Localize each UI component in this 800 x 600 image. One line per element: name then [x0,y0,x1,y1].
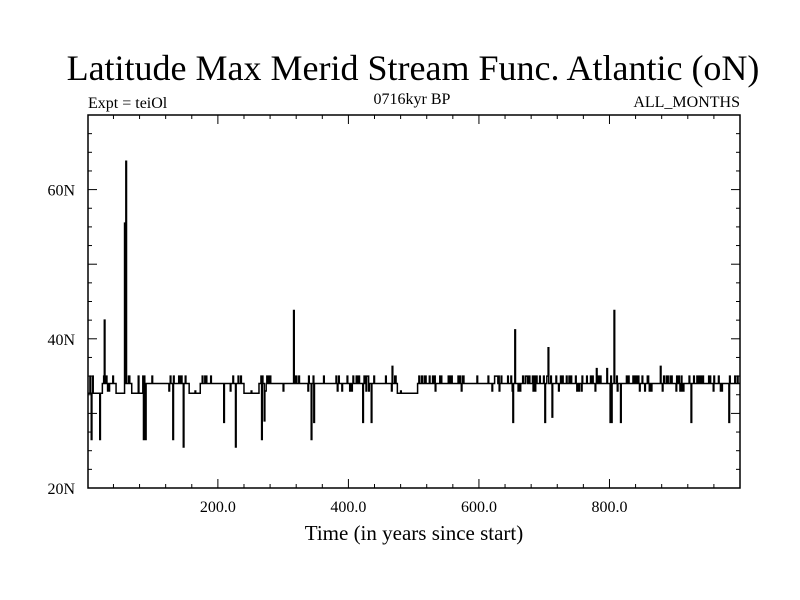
x-tick-label: 600.0 [461,499,497,516]
series-line [88,160,740,448]
x-tick-label: 200.0 [200,499,236,516]
months-label: ALL_MONTHS [633,94,740,111]
x-tick-label: 800.0 [591,499,627,516]
chart-title: Latitude Max Merid Stream Func. Atlantic… [67,48,760,88]
plot-frame [87,114,741,489]
x-axis-label: Time (in years since start) [305,521,524,545]
axis-ticks [88,114,740,489]
x-tick-label: 400.0 [330,499,366,516]
axis-tick-labels: 20N 40N 60N 200.0 400.0 600.0 800.0 [47,183,627,516]
y-tick-label: 20N [47,481,75,498]
period-label: 0716kyr BP [374,91,451,108]
experiment-label: Expt = teiOl [88,95,168,112]
y-tick-label: 40N [47,332,75,349]
y-tick-label: 60N [47,183,75,200]
